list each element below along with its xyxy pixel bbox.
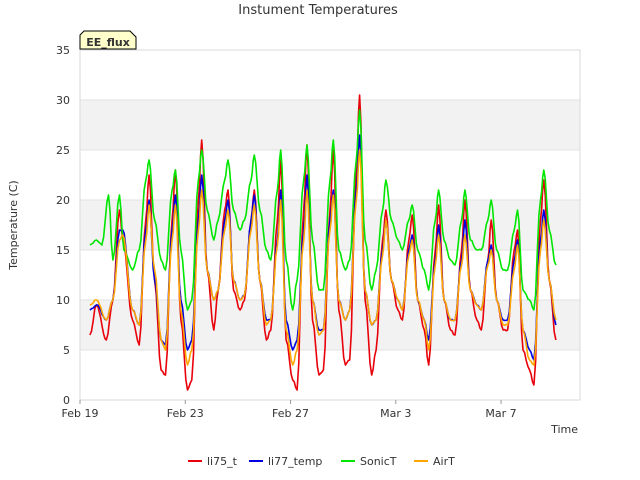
- series-line-airt: [89, 149, 557, 366]
- x-tick-label: Mar 7: [485, 407, 516, 420]
- x-axis-label: Time: [550, 423, 578, 436]
- plot-frame: [79, 49, 581, 401]
- x-tick-label: Feb 19: [62, 407, 99, 420]
- y-tick-label: 15: [56, 244, 70, 257]
- grid-band: [80, 100, 580, 150]
- series-line-sonict: [89, 109, 557, 311]
- y-tick-label: 20: [56, 194, 70, 207]
- y-tick-label: 25: [56, 144, 70, 157]
- y-tick-label: 10: [56, 294, 70, 307]
- legend-item-sonict: SonicT: [341, 455, 397, 468]
- x-axis: Feb 19 Feb 23 Feb 27 Mar 3 Mar 7: [62, 400, 517, 420]
- legend-item-airt: AirT: [414, 455, 455, 468]
- legend-label: li77_temp: [268, 455, 322, 468]
- y-axis-label: Temperature (C): [7, 180, 20, 270]
- y-tick-label: 0: [63, 394, 70, 407]
- legend-item-li75-t: li75_t: [188, 455, 238, 468]
- badge-box: [79, 30, 137, 50]
- x-tick-label: Mar 3: [380, 407, 411, 420]
- x-tick-label: Feb 23: [167, 407, 204, 420]
- legend-label: SonicT: [360, 455, 397, 468]
- badge-label: EE_flux: [86, 36, 130, 49]
- legend-label: AirT: [433, 455, 455, 468]
- ee-flux-badge: EE_flux: [79, 30, 137, 50]
- legend-label: li75_t: [207, 455, 238, 468]
- x-tick-label: Feb 27: [272, 407, 309, 420]
- y-tick-label: 5: [63, 344, 70, 357]
- y-axis: 0 5 10 15 20 25 30 35: [56, 44, 70, 407]
- series-layer: [89, 94, 557, 391]
- legend-item-li77-temp: li77_temp: [249, 455, 322, 468]
- legend: li75_t li77_temp SonicT AirT: [188, 455, 455, 468]
- y-tick-label: 30: [56, 94, 70, 107]
- chart-title: Instument Temperatures: [238, 3, 398, 18]
- y-tick-label: 35: [56, 44, 70, 57]
